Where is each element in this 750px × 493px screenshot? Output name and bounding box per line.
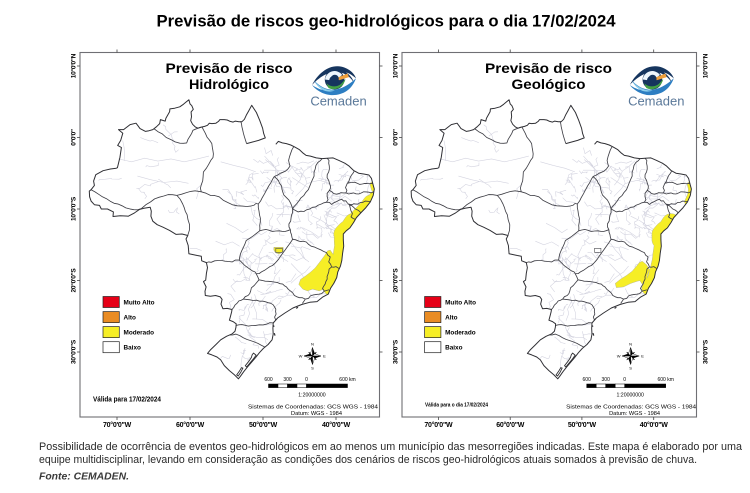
svg-text:Possibilidade de ocorrência de: Possibilidade de ocorrência de eventos g… [39, 441, 743, 453]
svg-text:Sistemas de Coordenadas: GCS W: Sistemas de Coordenadas: GCS WGS - 1984 [248, 405, 379, 411]
svg-text:30°0'0"S: 30°0'0"S [702, 339, 710, 364]
svg-text:N: N [629, 342, 632, 347]
svg-text:S: S [311, 366, 314, 371]
svg-text:W: W [617, 354, 621, 359]
svg-text:10°0'0"S: 10°0'0"S [70, 196, 78, 221]
svg-text:Válida para o dia 17/02/2024: Válida para o dia 17/02/2024 [425, 403, 488, 409]
svg-text:50°0'0"W: 50°0'0"W [568, 421, 597, 429]
svg-text:20°0'0"S: 20°0'0"S [392, 268, 400, 293]
svg-text:Moderado: Moderado [445, 330, 476, 337]
svg-text:0: 0 [623, 377, 626, 383]
svg-text:300: 300 [602, 377, 611, 383]
svg-text:10°0'0"N: 10°0'0"N [70, 53, 78, 78]
svg-text:600: 600 [583, 377, 592, 383]
svg-text:Baixo: Baixo [445, 345, 462, 352]
svg-text:10°0'0"S: 10°0'0"S [702, 196, 710, 221]
svg-text:Sistemas de Coordenadas: GCS W: Sistemas de Coordenadas: GCS WGS - 1984 [566, 405, 697, 411]
svg-text:Datum: WGS - 1984: Datum: WGS - 1984 [291, 411, 343, 417]
svg-text:50°0'0"W: 50°0'0"W [249, 421, 278, 429]
svg-text:Hidrológico: Hidrológico [189, 76, 269, 92]
svg-text:600: 600 [264, 377, 273, 383]
svg-text:0°0'0": 0°0'0" [392, 129, 400, 146]
svg-text:600 km: 600 km [657, 377, 673, 383]
svg-text:70°0'0"W: 70°0'0"W [424, 421, 453, 429]
svg-text:equipe multidisciplinar, levan: equipe multidisciplinar, levando em cons… [39, 454, 697, 466]
svg-text:30°0'0"S: 30°0'0"S [70, 339, 78, 364]
svg-text:60°0'0"W: 60°0'0"W [496, 421, 525, 429]
svg-text:0°0'0": 0°0'0" [70, 129, 78, 146]
svg-text:Válida para 17/02/2024: Válida para 17/02/2024 [93, 397, 161, 404]
svg-text:Alto: Alto [124, 315, 137, 322]
svg-text:40°0'0"W: 40°0'0"W [640, 421, 669, 429]
svg-text:E: E [323, 354, 326, 359]
svg-text:1:20000000: 1:20000000 [298, 393, 326, 399]
svg-text:60°0'0"W: 60°0'0"W [176, 421, 205, 429]
svg-text:30°0'0"S: 30°0'0"S [392, 339, 400, 364]
svg-text:10°0'0"S: 10°0'0"S [392, 196, 400, 221]
svg-text:Fonte: CEMADEN.: Fonte: CEMADEN. [39, 472, 129, 483]
svg-text:20°0'0"S: 20°0'0"S [702, 268, 710, 293]
svg-text:0: 0 [305, 377, 308, 383]
svg-text:600 km: 600 km [339, 377, 355, 383]
svg-text:300: 300 [283, 377, 292, 383]
svg-text:0°0'0": 0°0'0" [702, 129, 710, 146]
svg-text:Alto: Alto [445, 315, 458, 322]
svg-text:Cemaden: Cemaden [628, 94, 684, 109]
svg-text:E: E [641, 354, 644, 359]
svg-text:Previsão de risco: Previsão de risco [166, 60, 293, 76]
svg-text:W: W [299, 354, 303, 359]
svg-text:10°0'0"N: 10°0'0"N [702, 53, 710, 78]
svg-text:10°0'0"N: 10°0'0"N [392, 53, 400, 78]
svg-text:S: S [629, 366, 632, 371]
svg-text:1:20000000: 1:20000000 [616, 393, 644, 399]
svg-text:70°0'0"W: 70°0'0"W [103, 421, 132, 429]
svg-text:Previsão de riscos geo-hidroló: Previsão de riscos geo-hidrológicos para… [157, 13, 617, 31]
svg-text:Previsão de risco: Previsão de risco [485, 60, 612, 76]
svg-text:Datum: WGS - 1984: Datum: WGS - 1984 [609, 411, 661, 417]
svg-text:Muito Alto: Muito Alto [124, 300, 155, 307]
svg-text:Cemaden: Cemaden [310, 94, 366, 109]
svg-text:20°0'0"S: 20°0'0"S [70, 268, 78, 293]
svg-text:Muito Alto: Muito Alto [445, 300, 476, 307]
svg-text:N: N [311, 342, 314, 347]
svg-text:Geológico: Geológico [512, 76, 586, 92]
svg-text:Baixo: Baixo [124, 345, 141, 352]
svg-text:40°0'0"W: 40°0'0"W [322, 421, 351, 429]
svg-text:Moderado: Moderado [124, 330, 155, 337]
